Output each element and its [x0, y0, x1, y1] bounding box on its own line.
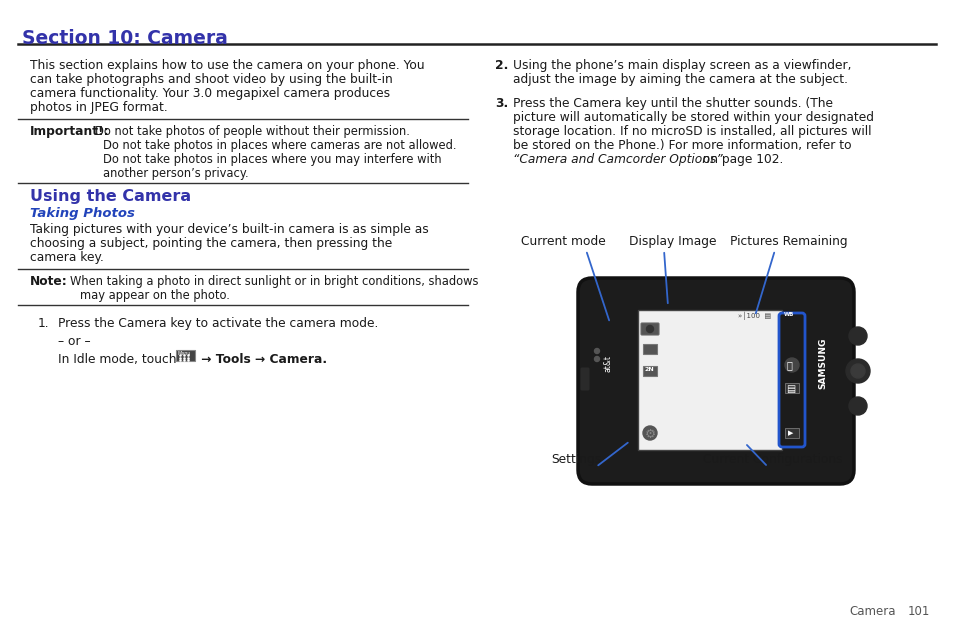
Text: ⚙: ⚙: [644, 428, 656, 441]
Text: Settings: Settings: [551, 453, 600, 466]
FancyBboxPatch shape: [779, 313, 804, 447]
Circle shape: [845, 359, 869, 383]
Text: be stored on the Phone.) For more information, refer to: be stored on the Phone.) For more inform…: [513, 139, 851, 152]
Circle shape: [848, 327, 866, 345]
Circle shape: [848, 397, 866, 415]
Text: 2N: 2N: [644, 367, 654, 372]
Text: Current mode: Current mode: [520, 235, 605, 248]
Text: Important!:: Important!:: [30, 125, 110, 138]
Text: storage location. If no microSD is installed, all pictures will: storage location. If no microSD is insta…: [513, 125, 871, 138]
Bar: [784, 428, 799, 438]
Text: Do not take photos of people without their permission.: Do not take photos of people without the…: [95, 125, 410, 138]
Text: ⏲: ⏲: [786, 360, 792, 370]
Circle shape: [850, 364, 864, 378]
Text: ▶: ▶: [787, 430, 793, 436]
Text: 2.: 2.: [495, 59, 508, 72]
Text: camera key.: camera key.: [30, 251, 104, 264]
Text: on page 102.: on page 102.: [695, 153, 782, 166]
Bar: [642, 366, 657, 376]
Text: 1.: 1.: [38, 317, 50, 330]
Text: Current Configurations: Current Configurations: [702, 453, 841, 466]
Text: Note:: Note:: [30, 275, 68, 288]
Text: may appear on the photo.: may appear on the photo.: [80, 289, 230, 302]
Text: picture will automatically be stored within your designated: picture will automatically be stored wit…: [513, 111, 873, 124]
Text: Using the phone’s main display screen as a viewfinder,: Using the phone’s main display screen as…: [513, 59, 851, 72]
Text: ▤: ▤: [785, 384, 795, 394]
Text: camera functionality. Your 3.0 megapixel camera produces: camera functionality. Your 3.0 megapixel…: [30, 87, 390, 100]
Text: Do not take photos in places where you may interfere with: Do not take photos in places where you m…: [103, 153, 441, 166]
Text: another person’s privacy.: another person’s privacy.: [103, 167, 249, 180]
Text: This section explains how to use the camera on your phone. You: This section explains how to use the cam…: [30, 59, 424, 72]
Bar: [784, 383, 799, 393]
Text: Section 10: Camera: Section 10: Camera: [22, 29, 228, 48]
Text: – or –: – or –: [58, 335, 91, 348]
Text: at&t: at&t: [603, 354, 613, 371]
FancyBboxPatch shape: [579, 368, 589, 391]
Circle shape: [642, 426, 657, 440]
Circle shape: [646, 326, 653, 333]
Bar: [642, 344, 657, 354]
Text: Taking Photos: Taking Photos: [30, 207, 134, 220]
Text: 101: 101: [907, 605, 929, 618]
Text: Do not take photos in places where cameras are not allowed.: Do not take photos in places where camer…: [103, 139, 456, 152]
Text: choosing a subject, pointing the camera, then pressing the: choosing a subject, pointing the camera,…: [30, 237, 392, 250]
Text: SAMSUNG: SAMSUNG: [817, 337, 826, 389]
Text: Display Image: Display Image: [628, 235, 716, 248]
Text: photos in JPEG format.: photos in JPEG format.: [30, 101, 168, 114]
Text: Press the Camera key to activate the camera mode.: Press the Camera key to activate the cam…: [58, 317, 378, 330]
FancyBboxPatch shape: [578, 278, 853, 484]
Text: adjust the image by aiming the camera at the subject.: adjust the image by aiming the camera at…: [513, 73, 847, 86]
Text: → Tools → Camera.: → Tools → Camera.: [196, 353, 327, 366]
FancyBboxPatch shape: [640, 323, 659, 335]
Text: Pictures Remaining: Pictures Remaining: [729, 235, 846, 248]
Text: Press the Camera key until the shutter sounds. (The: Press the Camera key until the shutter s…: [513, 97, 832, 110]
Circle shape: [594, 349, 598, 354]
Text: In Idle mode, touch: In Idle mode, touch: [58, 353, 176, 366]
Text: WB: WB: [783, 312, 794, 317]
Circle shape: [784, 358, 799, 372]
Text: Menu: Menu: [177, 351, 191, 356]
Text: »│100  ▤: »│100 ▤: [738, 312, 770, 321]
Text: Camera: Camera: [848, 605, 895, 618]
Text: can take photographs and shoot video by using the built-in: can take photographs and shoot video by …: [30, 73, 393, 86]
Text: When taking a photo in direct sunlight or in bright conditions, shadows: When taking a photo in direct sunlight o…: [70, 275, 478, 288]
Text: “Camera and Camcorder Options”: “Camera and Camcorder Options”: [513, 153, 722, 166]
Text: Taking pictures with your device’s built-in camera is as simple as: Taking pictures with your device’s built…: [30, 223, 428, 236]
FancyBboxPatch shape: [175, 350, 194, 361]
Bar: [638, 310, 781, 450]
Circle shape: [594, 357, 598, 361]
Text: 3.: 3.: [495, 97, 508, 110]
Text: Using the Camera: Using the Camera: [30, 189, 191, 204]
